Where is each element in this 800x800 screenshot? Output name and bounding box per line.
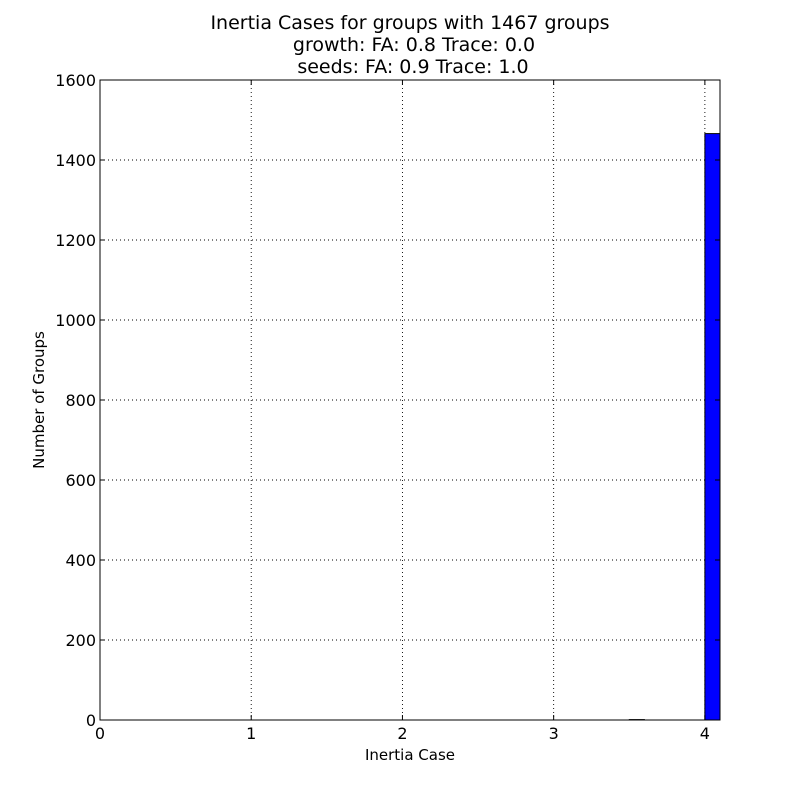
y-tick-label: 1600 [55, 71, 96, 90]
histogram-bar [704, 133, 721, 721]
grid-lines [100, 80, 720, 720]
x-tick-label: 3 [549, 724, 559, 743]
chart-title: Inertia Cases for groups with 1467 group… [210, 12, 609, 78]
x-tick-labels: 0 1 2 3 4 [95, 724, 710, 743]
y-tick-label: 1000 [55, 311, 96, 330]
x-tick-label: 2 [397, 724, 407, 743]
y-tick-label: 1200 [55, 231, 96, 250]
x-tick-label: 4 [700, 724, 710, 743]
y-tick-label: 200 [65, 631, 96, 650]
x-tick-label: 0 [95, 724, 105, 743]
y-tick-label: 400 [65, 551, 96, 570]
y-tick-label: 1400 [55, 151, 96, 170]
y-tick-labels: 0 200 400 600 800 1000 1200 1400 1600 [55, 71, 96, 730]
y-axis-label: Number of Groups [30, 331, 48, 469]
bars [628, 133, 721, 721]
y-tick-label: 600 [65, 471, 96, 490]
chart-title-line-3: seeds: FA: 0.9 Trace: 1.0 [297, 56, 528, 78]
axis-ticks [99, 79, 720, 721]
x-tick-label: 1 [246, 724, 256, 743]
chart-title-line-2: growth: FA: 0.8 Trace: 0.0 [293, 34, 535, 56]
x-axis-label: Inertia Case [365, 746, 455, 764]
y-tick-label: 0 [86, 711, 96, 730]
chart-title-line-1: Inertia Cases for groups with 1467 group… [210, 12, 609, 34]
y-tick-label: 800 [65, 391, 96, 410]
